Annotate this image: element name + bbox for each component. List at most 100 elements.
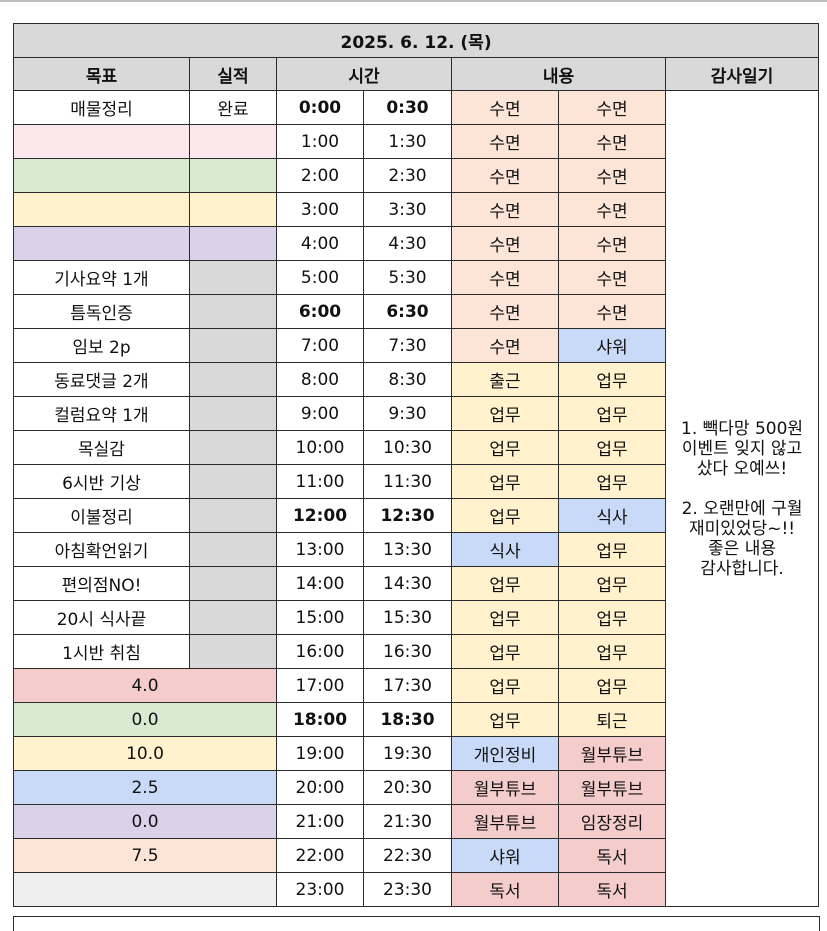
goal-cell[interactable]: 매물정리: [13, 90, 190, 125]
table-row: 6시반 기상 11:00 11:30 업무 업무: [13, 464, 819, 499]
activity-cell[interactable]: 수면: [558, 192, 666, 227]
goal-cell[interactable]: 기사요약 1개: [13, 260, 190, 295]
activity-cell[interactable]: 업무: [558, 566, 666, 601]
gratitude-diary[interactable]: 1. 빽다망 500원 이벤트 잊지 않고 샀다 오예쓰! 2. 오랜만에 구월…: [664, 90, 820, 907]
activity-cell[interactable]: 업무: [558, 634, 666, 669]
activity-cell[interactable]: 출근: [451, 362, 559, 397]
time-start-cell: 10:00: [276, 430, 364, 465]
activity-cell[interactable]: 수면: [451, 124, 559, 159]
header-result: 실적: [189, 57, 277, 91]
activity-cell[interactable]: 수면: [451, 260, 559, 295]
activity-cell[interactable]: 독서: [558, 872, 666, 907]
activity-cell[interactable]: 수면: [451, 226, 559, 261]
goal-cell[interactable]: 임보 2p: [13, 328, 190, 363]
title-row: 2025. 6. 12. (목): [12, 23, 820, 58]
activity-cell[interactable]: 수면: [558, 158, 666, 193]
goal-cell[interactable]: [13, 158, 190, 193]
result-cell[interactable]: [189, 362, 277, 397]
goal-cell[interactable]: 이불정리: [13, 498, 190, 533]
goal-cell[interactable]: [13, 192, 190, 227]
activity-cell[interactable]: 임장정리: [558, 804, 666, 839]
activity-cell[interactable]: 업무: [451, 600, 559, 635]
result-cell[interactable]: [189, 600, 277, 635]
time-half-cell: 8:30: [363, 362, 452, 397]
goal-cell[interactable]: 아침확언읽기: [13, 532, 190, 567]
activity-cell[interactable]: 업무: [558, 600, 666, 635]
result-cell[interactable]: [189, 226, 277, 261]
activity-cell[interactable]: 업무: [451, 702, 559, 737]
result-cell[interactable]: [189, 430, 277, 465]
activity-cell[interactable]: 업무: [451, 566, 559, 601]
activity-cell[interactable]: 업무: [558, 532, 666, 567]
activity-cell[interactable]: 월부튜브: [451, 770, 559, 805]
time-half-cell: 9:30: [363, 396, 452, 431]
time-half-cell: 16:30: [363, 634, 452, 669]
activity-cell[interactable]: 업무: [558, 396, 666, 431]
table-row: 기사요약 1개 5:00 5:30 수면 수면: [13, 260, 819, 295]
activity-cell[interactable]: 업무: [451, 498, 559, 533]
activity-cell[interactable]: 업무: [451, 634, 559, 669]
result-cell[interactable]: [189, 192, 277, 227]
activity-cell[interactable]: 업무: [451, 430, 559, 465]
activity-cell[interactable]: 식사: [451, 532, 559, 567]
time-half-cell: 15:30: [363, 600, 452, 635]
goal-cell[interactable]: 편의점NO!: [13, 566, 190, 601]
activity-cell[interactable]: 업무: [558, 430, 666, 465]
gratitude-line: 샀다 오예쓰!: [696, 458, 788, 479]
activity-cell[interactable]: 월부튜브: [558, 770, 666, 805]
time-start-cell: 21:00: [276, 804, 364, 839]
activity-cell[interactable]: 월부튜브: [558, 736, 666, 771]
activity-cell[interactable]: 월부튜브: [451, 804, 559, 839]
goal-cell[interactable]: 틈독인증: [13, 294, 190, 329]
goal-cell[interactable]: 동료댓글 2개: [13, 362, 190, 397]
activity-cell[interactable]: 수면: [558, 90, 666, 125]
goal-cell[interactable]: [13, 226, 190, 261]
result-cell[interactable]: [189, 566, 277, 601]
result-cell[interactable]: [189, 294, 277, 329]
activity-cell[interactable]: 샤워: [558, 328, 666, 363]
goal-cell[interactable]: 목실감: [13, 430, 190, 465]
goal-cell[interactable]: 20시 식사끝: [13, 600, 190, 635]
result-cell[interactable]: [189, 498, 277, 533]
activity-cell[interactable]: 수면: [451, 294, 559, 329]
result-cell[interactable]: [189, 260, 277, 295]
activity-cell[interactable]: 업무: [558, 464, 666, 499]
time-half-cell: 4:30: [363, 226, 452, 261]
result-cell[interactable]: [189, 634, 277, 669]
activity-cell[interactable]: 식사: [558, 498, 666, 533]
activity-cell[interactable]: 수면: [558, 124, 666, 159]
activity-cell[interactable]: 수면: [558, 260, 666, 295]
goal-cell[interactable]: 컬럼요약 1개: [13, 396, 190, 431]
activity-cell[interactable]: 업무: [451, 464, 559, 499]
activity-cell[interactable]: 업무: [451, 396, 559, 431]
result-cell[interactable]: [189, 328, 277, 363]
goal-cell[interactable]: [13, 124, 190, 159]
time-half-cell: 5:30: [363, 260, 452, 295]
result-cell[interactable]: 완료: [189, 90, 277, 125]
activity-cell[interactable]: 수면: [558, 294, 666, 329]
result-cell[interactable]: [189, 396, 277, 431]
result-cell[interactable]: [189, 124, 277, 159]
activity-cell[interactable]: 개인정비: [451, 736, 559, 771]
activity-cell[interactable]: 수면: [558, 226, 666, 261]
time-half-cell: 12:30: [363, 498, 452, 533]
activity-cell[interactable]: 독서: [558, 838, 666, 873]
goal-cell[interactable]: 1시반 취침: [13, 634, 190, 669]
activity-cell[interactable]: 업무: [558, 362, 666, 397]
activity-cell[interactable]: 독서: [451, 872, 559, 907]
time-start-cell: 18:00: [276, 702, 364, 737]
result-cell[interactable]: [189, 532, 277, 567]
goal-cell[interactable]: 6시반 기상: [13, 464, 190, 499]
activity-cell[interactable]: 수면: [451, 328, 559, 363]
activity-cell[interactable]: 퇴근: [558, 702, 666, 737]
activity-cell[interactable]: 수면: [451, 158, 559, 193]
time-start-cell: 23:00: [276, 872, 364, 907]
activity-cell[interactable]: 수면: [451, 192, 559, 227]
activity-cell[interactable]: 샤워: [451, 838, 559, 873]
top-divider: [0, 0, 827, 2]
result-cell[interactable]: [189, 158, 277, 193]
activity-cell[interactable]: 업무: [451, 668, 559, 703]
activity-cell[interactable]: 수면: [451, 90, 559, 125]
activity-cell[interactable]: 업무: [558, 668, 666, 703]
result-cell[interactable]: [189, 464, 277, 499]
